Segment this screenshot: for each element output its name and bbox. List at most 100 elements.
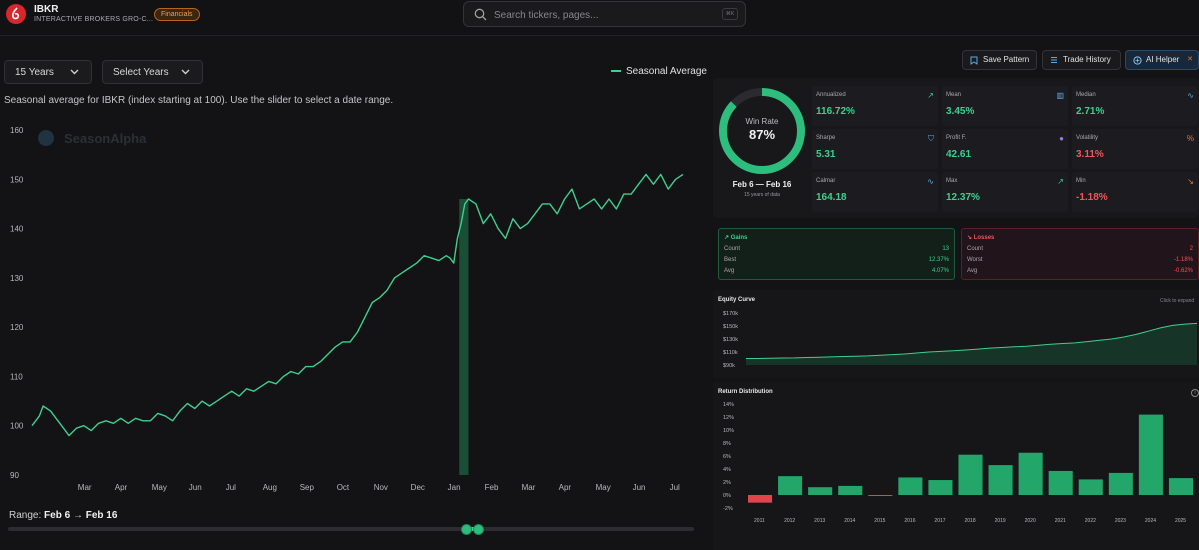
win-rate-label: Win Rate xyxy=(745,117,779,126)
distribution-x-tick: 2014 xyxy=(844,518,855,524)
trend-up-icon: ↗ xyxy=(724,235,731,241)
trend-down-icon: ↘ xyxy=(967,235,974,241)
losses-summary: ↘ Losses Count 2 Worst -1.18% Avg -0.62% xyxy=(961,228,1199,280)
distribution-bar xyxy=(1138,414,1163,495)
range-slider-track[interactable] xyxy=(8,527,694,531)
y-tick-label: 110 xyxy=(10,372,23,381)
pulse-icon: ∿ xyxy=(1187,91,1194,100)
distribution-x-tick: 2017 xyxy=(934,518,945,524)
distribution-bar xyxy=(1078,479,1103,495)
stat-label: Calmar xyxy=(816,178,836,184)
distribution-y-tick: 6% xyxy=(723,454,731,460)
losses-avg-row: Avg -0.62% xyxy=(967,268,1193,274)
stat-label: Max xyxy=(946,178,958,184)
x-tick-label: May xyxy=(596,483,611,492)
x-tick-label: Mar xyxy=(522,483,536,492)
distribution-bar xyxy=(778,476,803,495)
x-tick-label: Jul xyxy=(670,483,680,492)
distribution-x-tick: 2021 xyxy=(1055,518,1066,524)
company-name: INTERACTIVE BROKERS GRO-C... xyxy=(34,16,154,23)
y-tick-label: 150 xyxy=(10,175,24,184)
select-years-label: Select Years xyxy=(113,67,169,78)
bar-chart-icon: ▥ xyxy=(1056,91,1064,100)
ticker-logo-icon xyxy=(6,4,26,24)
gains-best-value: 12.37% xyxy=(928,257,949,263)
losses-avg-value: -0.62% xyxy=(1173,268,1193,274)
ai-helper-button[interactable]: AI Helper ✕ xyxy=(1125,50,1199,70)
win-rate-value: 87% xyxy=(748,127,776,142)
trend-up-icon: ↗ xyxy=(927,91,934,100)
x-tick-label: Jun xyxy=(189,483,202,492)
search-box[interactable]: ⌘K xyxy=(463,1,746,27)
y-tick-label: 160 xyxy=(10,126,24,135)
equity-y-tick: $110k xyxy=(723,350,738,356)
y-tick-label: 120 xyxy=(10,323,24,332)
gains-summary: ↗ Gains Count 13 Best 12.37% Avg 4.07% xyxy=(718,228,955,280)
losses-worst-value: -1.18% xyxy=(1173,257,1193,263)
distribution-y-tick: 10% xyxy=(723,428,734,434)
range-label: Range: Feb 6 → Feb 16 xyxy=(9,510,117,521)
equity-y-tick: $150k xyxy=(723,324,738,330)
distribution-y-tick: 8% xyxy=(723,441,731,447)
pulse-icon: ∿ xyxy=(927,177,934,186)
distribution-bar xyxy=(928,480,953,495)
losses-count-row: Count 2 xyxy=(967,246,1193,252)
range-slider-start-handle[interactable] xyxy=(461,524,472,535)
stat-label: Profit F. xyxy=(946,135,967,141)
coin-icon: ● xyxy=(1059,134,1064,143)
stat-label: Mean xyxy=(946,92,962,98)
distribution-x-tick: 2022 xyxy=(1085,518,1096,524)
stat-card-mean: Mean 3.45% ▥ xyxy=(942,86,1068,126)
stat-card-min: Min -1.18% ↘ xyxy=(1072,172,1198,212)
range-slider-end-handle[interactable] xyxy=(473,524,484,535)
y-tick-label: 130 xyxy=(10,274,24,283)
losses-avg-label: Avg xyxy=(967,268,978,274)
range-slider-fill xyxy=(466,527,479,531)
stat-card-median: Median 2.71% ∿ xyxy=(1072,86,1198,126)
equity-curve-chart[interactable]: $170k $150k $130k $110k $90k xyxy=(713,305,1199,375)
x-tick-label: Jan xyxy=(448,483,461,492)
stat-label: Median xyxy=(1076,92,1096,98)
seasonal-chart[interactable]: SeasonAlpha 90 100 110 120 130 140 150 160 Mar Apr… xyxy=(0,110,705,495)
ai-helper-label: AI Helper xyxy=(1146,55,1180,64)
select-years-dropdown[interactable]: Select Years xyxy=(102,60,203,84)
distribution-bar xyxy=(958,454,983,495)
distribution-y-tick: 12% xyxy=(723,415,734,421)
save-pattern-button[interactable]: Save Pattern xyxy=(962,50,1037,70)
years-dropdown[interactable]: 15 Years xyxy=(4,60,92,84)
sector-badge[interactable]: Financials xyxy=(154,8,200,21)
range-end: Feb 16 xyxy=(85,510,118,521)
chart-description: Seasonal average for IBKR (index startin… xyxy=(4,95,394,106)
distribution-x-tick: 2016 xyxy=(904,518,915,524)
x-tick-label: Apr xyxy=(115,483,128,492)
equity-y-tick: $170k xyxy=(723,311,738,317)
distribution-bar xyxy=(1048,470,1073,495)
x-tick-label: May xyxy=(152,483,167,492)
expand-hint[interactable]: Click to expand xyxy=(1160,298,1195,304)
distribution-y-tick: 14% xyxy=(723,402,734,408)
return-distribution-chart[interactable]: 14% 12% 10% 8% 6% 4% 2% 0% -2% 2011 2012 2013 2014 20… xyxy=(713,396,1199,528)
stat-value: 42.61 xyxy=(946,149,972,160)
stat-card-volatility: Volatility 3.11%% xyxy=(1072,129,1198,169)
distribution-y-tick: 4% xyxy=(723,467,731,473)
distribution-x-tick: 2024 xyxy=(1145,518,1156,524)
watermark-logo-icon xyxy=(38,130,54,146)
close-icon[interactable]: ✕ xyxy=(1187,56,1193,63)
shield-icon: ⛉ xyxy=(928,134,934,143)
stat-card-profit-f: Profit F. 42.61 ● xyxy=(942,129,1068,169)
stat-value: 3.45% xyxy=(946,106,975,117)
equity-y-tick: $90k xyxy=(723,363,735,369)
distribution-bar xyxy=(1168,478,1193,495)
search-input[interactable] xyxy=(494,6,714,24)
win-rate-ring xyxy=(719,88,805,174)
x-tick-label: Jun xyxy=(633,483,646,492)
x-tick-label: Dec xyxy=(411,483,425,492)
x-tick-label: Jul xyxy=(226,483,236,492)
distribution-bar xyxy=(988,465,1013,495)
stat-value: 2.71% xyxy=(1076,106,1105,117)
list-icon xyxy=(1051,57,1057,63)
trade-history-button[interactable]: Trade History xyxy=(1042,50,1121,70)
stat-value: 12.37% xyxy=(946,192,980,203)
distribution-bar xyxy=(868,495,893,496)
distribution-x-tick: 2019 xyxy=(995,518,1006,524)
